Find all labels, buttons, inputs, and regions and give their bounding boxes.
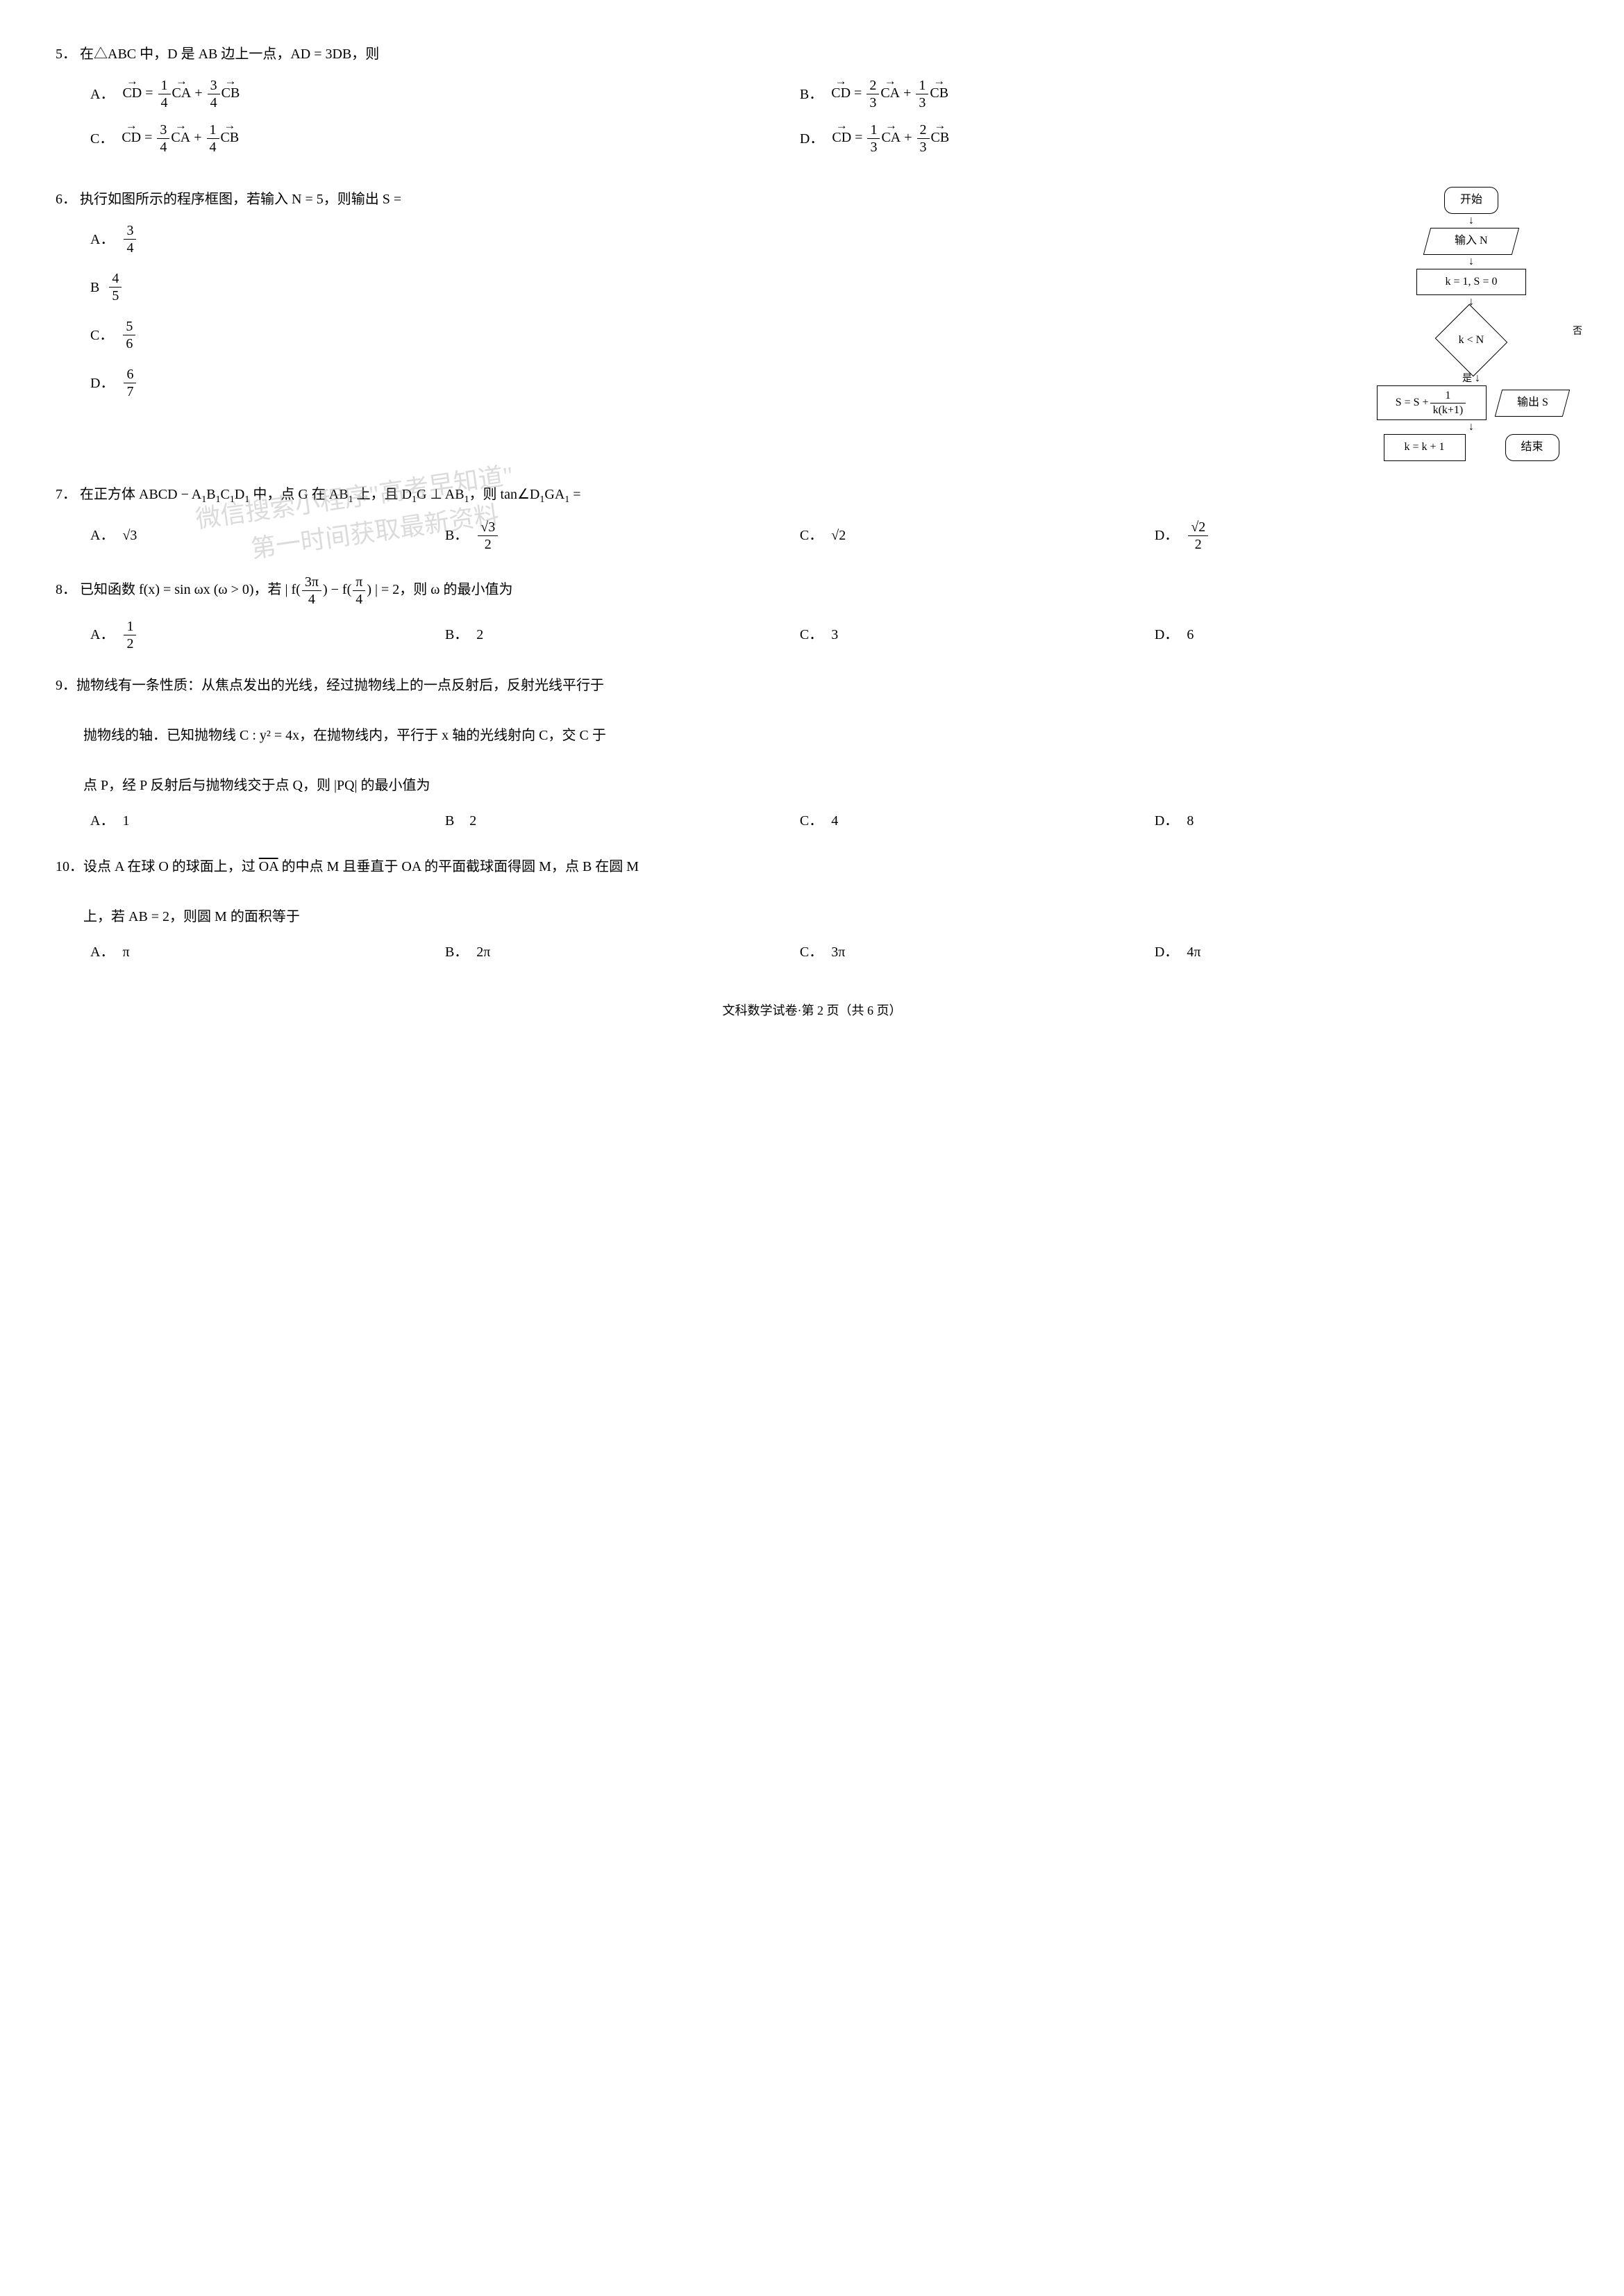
question-6: 6． 执行如图所示的程序框图，若输入 N = 5，则输出 S = A．34 B4… — [56, 187, 1568, 461]
q6-stem: 6． 执行如图所示的程序框图，若输入 N = 5，则输出 S = — [56, 187, 1346, 212]
q7-opt-a: A．√3 — [90, 519, 445, 553]
q7-stem: 7． 在正方体 ABCD − A1B1C1D1 中，点 G 在 AB1 上，且 … — [56, 482, 1568, 508]
q5-num: 5． — [56, 47, 76, 62]
q5-text: 在△ABC 中，D 是 AB 边上一点，AD = 3DB，则 — [80, 47, 379, 62]
arrow-icon: ↓ — [1374, 256, 1568, 267]
q6-opt-d: D．67 — [90, 366, 1346, 400]
q5-opt-a: A． CD = 14CA + 34CB — [90, 77, 800, 111]
q10-stem: 10．设点 A 在球 O 的球面上，过 OA 的中点 M 且垂直于 OA 的平面… — [56, 854, 1568, 929]
q6-opt-a: A．34 — [90, 222, 1346, 256]
fc-cond: k < N — [1435, 304, 1508, 377]
q9-opt-b: B 2 — [445, 808, 800, 833]
question-8: 8． 已知函数 f(x) = sin ωx (ω > 0)，若 | f(3π4)… — [56, 574, 1568, 652]
q9-opt-c: C．4 — [800, 808, 1155, 833]
fc-input: 输入 N — [1423, 228, 1519, 255]
fc-start: 开始 — [1444, 187, 1498, 214]
q9-opt-a: A．1 — [90, 808, 445, 833]
q8-opt-c: C．3 — [800, 618, 1155, 652]
q10-opt-a: A．π — [90, 940, 445, 965]
arrow-icon: ↓ — [1374, 422, 1568, 433]
q6-opt-c: C．56 — [90, 318, 1346, 352]
q8-options: A．12 B．2 C．3 D．6 — [56, 618, 1568, 652]
q7-opt-b: B．√32 — [445, 519, 800, 553]
arrow-icon: ↓ — [1374, 215, 1568, 226]
q9-stem: 9．抛物线有一条性质：从焦点发出的光线，经过抛物线上的一点反射后，反射光线平行于… — [56, 673, 1568, 798]
q10-opt-c: C．3π — [800, 940, 1155, 965]
q5-opt-b: B． CD = 23CA + 13CB — [800, 77, 1509, 111]
q9-opt-d: D．8 — [1155, 808, 1509, 833]
q7-opt-d: D．√22 — [1155, 519, 1509, 553]
fc-update-s: S = S + 1k(k+1) — [1377, 385, 1487, 419]
q8-opt-b: B．2 — [445, 618, 800, 652]
q5-options: A． CD = 14CA + 34CB B． CD = 23CA + 13CB … — [56, 77, 1568, 166]
q5-stem: 5． 在△ABC 中，D 是 AB 边上一点，AD = 3DB，则 — [56, 42, 1568, 67]
q10-opt-d: D．4π — [1155, 940, 1509, 965]
q7-options: A．√3 B．√32 C．√2 D．√22 — [56, 519, 1568, 553]
q10-opt-b: B．2π — [445, 940, 800, 965]
question-5: 5． 在△ABC 中，D 是 AB 边上一点，AD = 3DB，则 A． CD … — [56, 42, 1568, 166]
question-7: 微信搜索小程序"高考早知道" 第一时间获取最新资料 7． 在正方体 ABCD −… — [56, 482, 1568, 553]
question-9: 9．抛物线有一条性质：从焦点发出的光线，经过抛物线上的一点反射后，反射光线平行于… — [56, 673, 1568, 833]
question-10: 10．设点 A 在球 O 的球面上，过 OA 的中点 M 且垂直于 OA 的平面… — [56, 854, 1568, 965]
q8-stem: 8． 已知函数 f(x) = sin ωx (ω > 0)，若 | f(3π4)… — [56, 574, 1568, 608]
q6-options: A．34 B45 C．56 D．67 — [56, 222, 1346, 414]
q5-opt-d: D． CD = 13CA + 23CB — [800, 122, 1509, 156]
q9-options: A．1 B 2 C．4 D．8 — [56, 808, 1568, 833]
fc-end: 结束 — [1505, 434, 1559, 461]
fc-update-k: k = k + 1 — [1384, 434, 1466, 461]
fc-output: 输出 S — [1494, 390, 1569, 417]
q7-opt-c: C．√2 — [800, 519, 1155, 553]
page-footer: 文科数学试卷·第 2 页（共 6 页） — [56, 999, 1568, 1022]
q5-opt-c: C． CD = 34CA + 14CB — [90, 122, 800, 156]
q6-opt-b: B45 — [90, 270, 1346, 304]
fc-init: k = 1, S = 0 — [1416, 269, 1526, 296]
q8-opt-d: D．6 — [1155, 618, 1509, 652]
q10-options: A．π B．2π C．3π D．4π — [56, 940, 1568, 965]
flowchart: 开始 ↓ 输入 N ↓ k = 1, S = 0 ↓ k < N 否 是 ↓ S… — [1374, 187, 1568, 461]
q8-opt-a: A．12 — [90, 618, 445, 652]
